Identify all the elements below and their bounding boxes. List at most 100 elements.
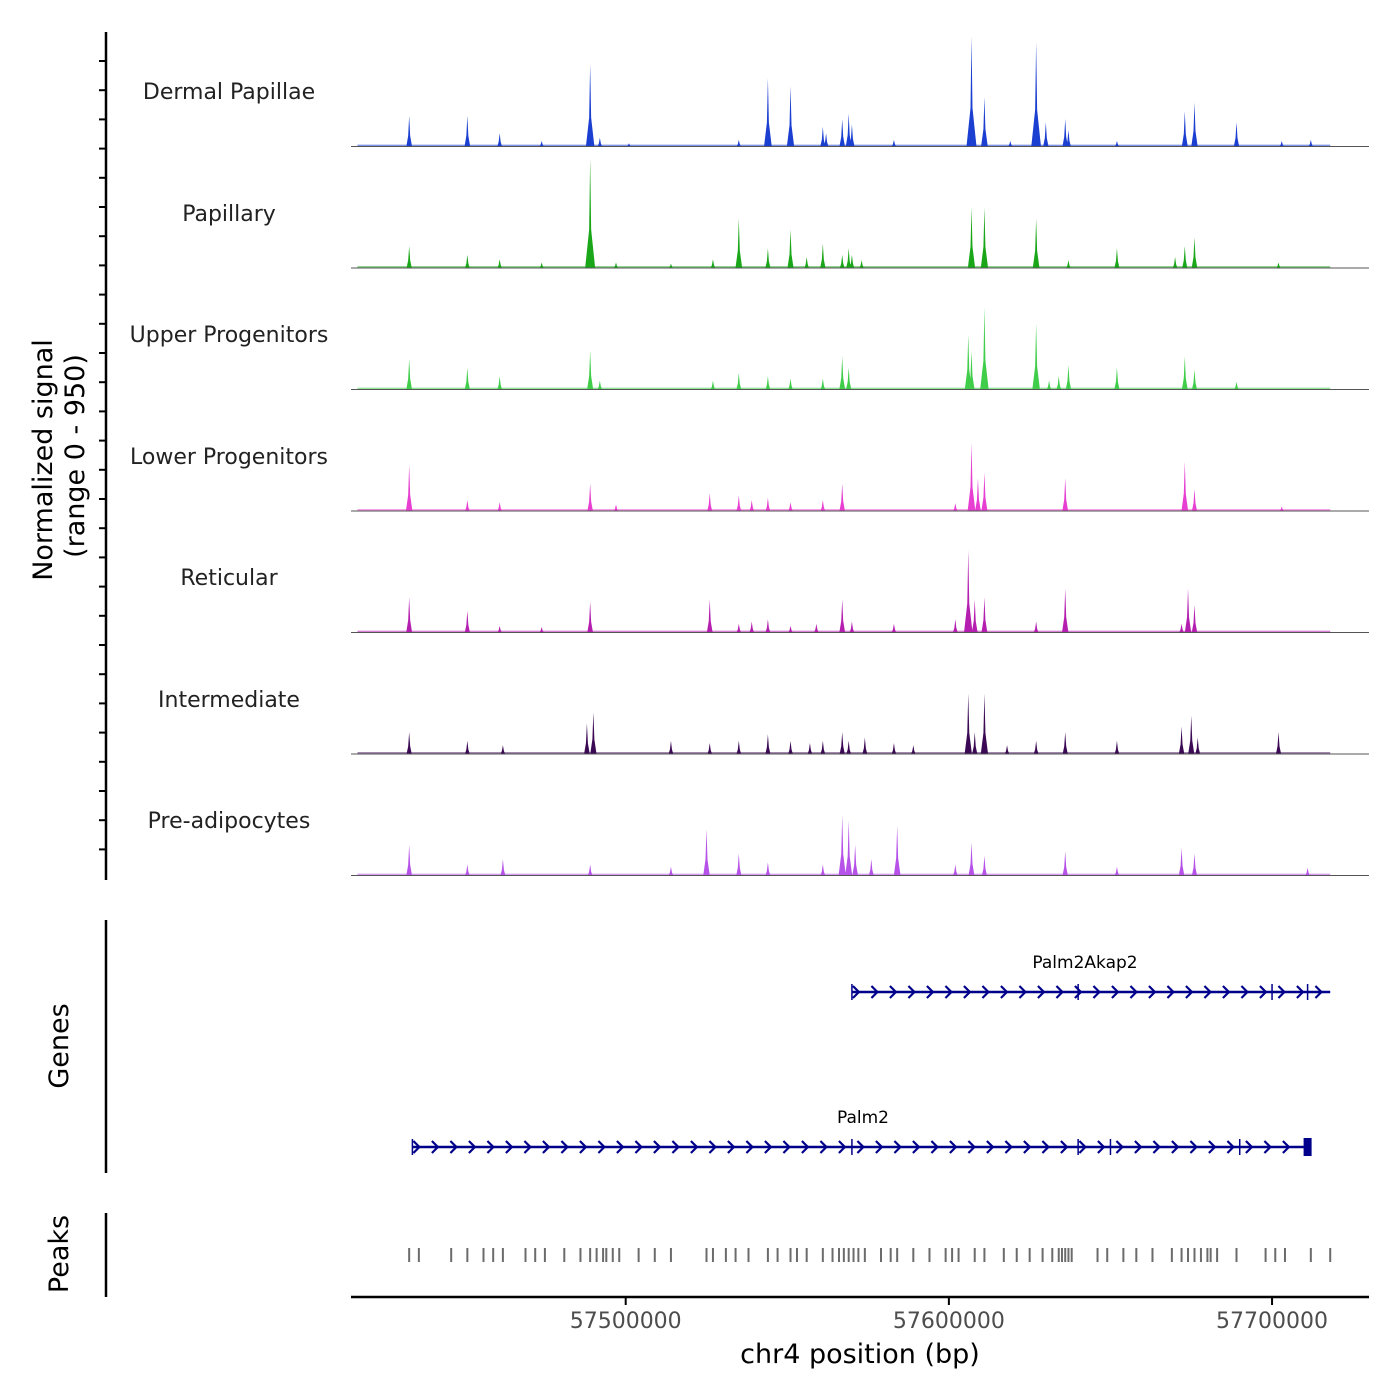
track-label-dermal-papillae: Dermal Papillae: [143, 80, 315, 105]
coverage-peak-reticular: [765, 619, 771, 633]
coverage-peak-reticular: [849, 621, 855, 633]
coverage-peak-dermal-papillae: [1065, 130, 1071, 147]
coverage-peak-intermediate: [1275, 732, 1282, 754]
gene-strand-arrow-palm2: [838, 1140, 847, 1154]
gene-strand-arrow-palm2akap2: [1240, 985, 1249, 999]
gene-strand-arrow-palm2akap2: [1037, 985, 1046, 999]
coverage-peak-intermediate: [668, 740, 674, 754]
gene-strand-arrow-palm2: [597, 1140, 606, 1154]
coverage-peak-intermediate: [765, 734, 771, 754]
coverage-peak-pre-adipocytes: [968, 842, 975, 876]
gene-strand-arrow-palm2akap2: [1296, 985, 1305, 999]
gene-strand-arrow-palm2: [1189, 1140, 1198, 1154]
gene-strand-arrow-palm2akap2: [1148, 985, 1157, 999]
gene-strand-arrow-palm2: [579, 1140, 588, 1154]
coverage-peak-intermediate: [500, 745, 506, 754]
gene-strand-arrow-palm2: [875, 1140, 884, 1154]
coverage-peak-pre-adipocytes: [845, 820, 853, 876]
coverage-track-papillary: [351, 158, 1369, 269]
coverage-peak-dermal-papillae: [820, 126, 826, 147]
gene-strand-arrow-palm2: [431, 1140, 440, 1154]
coverage-peak-papillary: [1172, 257, 1178, 268]
gene-strand-arrow-palm2: [967, 1140, 976, 1154]
coverage-panel: [351, 36, 1369, 876]
coverage-peak-intermediate: [1062, 732, 1068, 754]
coverage-peak-lower-progenitors: [981, 472, 988, 511]
gene-strand-arrow-palm2: [1245, 1140, 1254, 1154]
gene-strand-arrow-palm2: [616, 1140, 625, 1154]
gene-strand-arrow-palm2: [1134, 1140, 1143, 1154]
x-tick-label-57500000: 57500000: [570, 1309, 682, 1334]
gene-strand-arrow-palm2: [819, 1140, 828, 1154]
coverage-peak-reticular: [814, 623, 819, 633]
coverage-peak-papillary: [804, 257, 809, 268]
gene-strand-arrow-palm2: [912, 1140, 921, 1154]
coverage-peak-intermediate: [862, 737, 868, 754]
coverage-peak-reticular: [706, 599, 713, 633]
coverage-peak-dermal-papillae: [585, 64, 595, 147]
gene-label-palm2akap2: Palm2Akap2: [1032, 953, 1137, 973]
gene-strand-arrow-palm2akap2: [1000, 985, 1009, 999]
coverage-peak-pre-adipocytes: [1178, 848, 1185, 876]
coverage-peak-reticular: [749, 621, 755, 633]
coverage-peak-upper-progenitors: [1234, 381, 1239, 390]
coverage-peak-upper-progenitors: [710, 380, 716, 390]
coverage-peak-upper-progenitors: [788, 378, 793, 390]
coverage-peak-lower-progenitors: [1181, 461, 1189, 511]
coverage-peak-dermal-papillae: [1031, 42, 1041, 147]
gene-strand-arrow-palm2: [468, 1140, 477, 1154]
coverage-peak-papillary: [710, 259, 716, 268]
coverage-peak-pre-adipocytes: [703, 829, 710, 876]
coverage-peak-lower-progenitors: [707, 493, 713, 511]
track-label-upper-progenitors: Upper Progenitors: [130, 323, 329, 348]
gene-strand-arrow-palm2: [1282, 1140, 1291, 1154]
coverage-peak-pre-adipocytes: [465, 864, 470, 876]
coverage-peak-intermediate: [464, 740, 470, 754]
coverage-track-dermal-papillae: [351, 36, 1369, 147]
coverage-peak-reticular: [1179, 623, 1184, 633]
coverage-peak-reticular: [788, 625, 793, 633]
gene-strand-arrow-palm2akap2: [963, 985, 972, 999]
coverage-peak-lower-progenitors: [975, 478, 981, 511]
coverage-peak-upper-progenitors: [464, 367, 470, 390]
coverage-peak-upper-progenitors: [1065, 365, 1072, 390]
gene-strand-arrow-palm2akap2: [981, 985, 990, 999]
coverage-peak-intermediate: [839, 732, 845, 754]
coverage-peak-lower-progenitors: [953, 503, 958, 511]
gene-strand-arrow-palm2: [1226, 1140, 1235, 1154]
coverage-peak-pre-adipocytes: [1114, 866, 1120, 876]
gene-terminal-exon-palm2: [1303, 1138, 1312, 1156]
coverage-peak-pre-adipocytes: [1191, 853, 1198, 876]
coverage-peak-papillary: [585, 158, 596, 268]
coverage-peak-dermal-papillae: [1233, 122, 1240, 147]
coverage-peak-papillary: [1114, 248, 1120, 268]
coverage-peak-dermal-papillae: [497, 133, 503, 147]
coverage-peak-lower-progenitors: [788, 502, 793, 511]
coverage-peak-lower-progenitors: [587, 483, 593, 511]
gene-strand-arrow-palm2akap2: [870, 985, 879, 999]
genes-y-title: Genes: [44, 1003, 75, 1088]
coverage-track-lower-progenitors: [351, 442, 1369, 512]
gene-strand-arrow-palm2: [1004, 1140, 1013, 1154]
gene-strand-arrow-palm2: [801, 1140, 810, 1154]
gene-strand-arrow-palm2akap2: [852, 985, 861, 999]
coverage-peak-pre-adipocytes: [1062, 851, 1068, 876]
gene-label-palm2: Palm2: [837, 1108, 889, 1128]
gene-strand-arrow-palm2: [1060, 1140, 1069, 1154]
gene-strand-arrow-palm2: [560, 1140, 569, 1154]
coverage-peak-upper-progenitors: [846, 367, 852, 390]
coverage-peak-dermal-papillae: [966, 36, 977, 147]
coverage-peak-upper-progenitors: [736, 373, 742, 390]
coverage-peak-dermal-papillae: [823, 133, 829, 147]
gene-strand-arrow-palm2: [1097, 1140, 1106, 1154]
gene-strand-arrow-palm2akap2: [1129, 985, 1138, 999]
coverage-peak-intermediate: [820, 740, 826, 754]
coverage-peak-papillary: [464, 254, 470, 268]
gene-strand-arrow-palm2akap2: [1074, 985, 1083, 999]
coverage-peak-lower-progenitors: [465, 500, 470, 511]
coverage-peak-reticular: [736, 623, 742, 633]
coverage-peak-lower-progenitors: [497, 502, 502, 511]
coverage-peak-dermal-papillae: [891, 139, 897, 147]
coverage-peak-dermal-papillae: [597, 137, 603, 147]
